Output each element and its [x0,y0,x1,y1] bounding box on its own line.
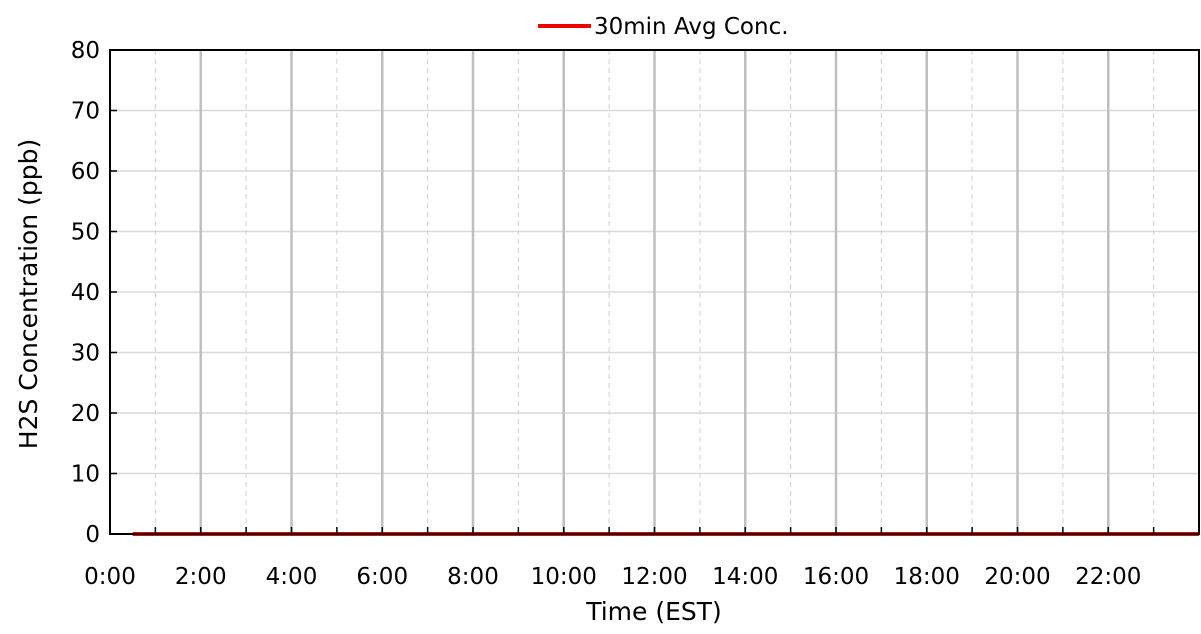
x-tick-label: 8:00 [447,564,499,590]
x-tick-label: 6:00 [356,564,408,590]
y-tick-label: 30 [71,341,100,367]
grid-lines [110,50,1199,534]
x-tick-label: 18:00 [894,564,960,590]
x-tick-label: 22:00 [1075,564,1141,590]
x-tick-label: 20:00 [984,564,1050,590]
y-tick-label: 20 [71,401,100,427]
y-tick-label: 10 [71,462,100,488]
x-tick-label: 16:00 [803,564,869,590]
x-tick-label: 2:00 [175,564,227,590]
y-axis-title: H2S Concentration (ppb) [14,139,43,449]
y-tick-label: 70 [71,99,100,125]
legend-label: 30min Avg Conc. [594,14,789,40]
x-tick-label: 10:00 [531,564,597,590]
legend: 30min Avg Conc. [538,14,789,40]
y-tick-label: 0 [85,522,100,548]
y-tick-label: 80 [71,38,100,64]
y-tick-label: 60 [71,159,100,185]
y-tick-label: 40 [71,280,100,306]
tick-labels: 0 10 20 30 40 50 60 70 80 0:00 2:00 4:00 6:00 8:00 10:… [71,38,1142,590]
y-tick-label: 50 [71,220,100,246]
x-axis-title: Time (EST) [585,597,722,626]
x-tick-label: 0:00 [84,564,136,590]
x-tick-label: 14:00 [712,564,778,590]
x-tick-label: 12:00 [621,564,687,590]
x-tick-label: 4:00 [266,564,318,590]
